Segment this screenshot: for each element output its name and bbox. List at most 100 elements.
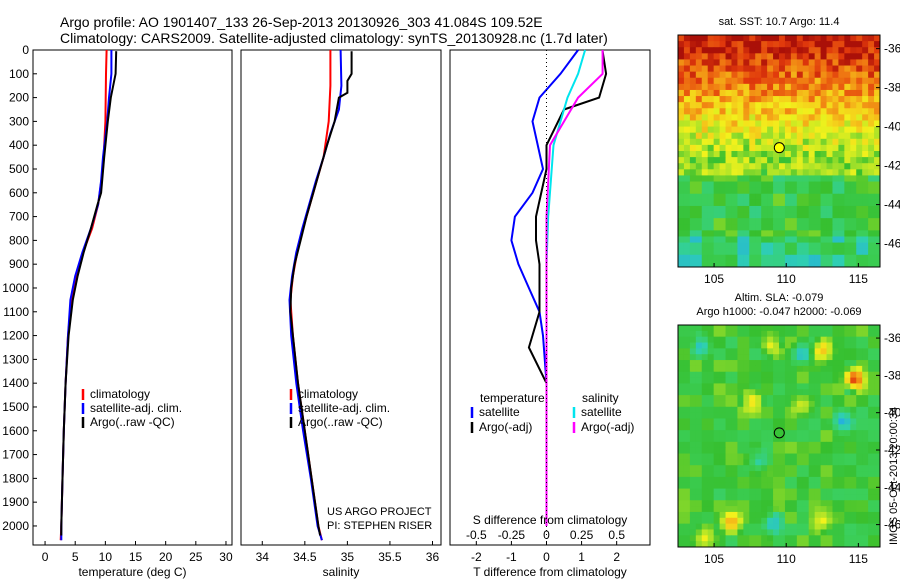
- sst-map-cell: [713, 120, 721, 128]
- sst-map-cell: [808, 224, 816, 231]
- sla-map-cell: [844, 453, 851, 460]
- sst-map-cell: [850, 126, 857, 134]
- sst-map-cell: [838, 151, 845, 158]
- sla-map-cell: [796, 412, 804, 419]
- sst-map-cell: [689, 199, 697, 207]
- sla-map-cell: [767, 371, 774, 379]
- sla-map-cell: [826, 494, 833, 501]
- sla-map-cell: [790, 365, 798, 373]
- sla-map-cell: [802, 371, 810, 379]
- sla-map-cell: [683, 535, 691, 542]
- sla-map-cell: [767, 360, 774, 367]
- sla-map-cell: [779, 430, 786, 437]
- sla-map-cell: [850, 424, 857, 431]
- sst-map-cell: [701, 114, 709, 121]
- sla-map-cell: [844, 465, 851, 472]
- sla-map-cell: [773, 342, 780, 349]
- sst-map-cell: [874, 120, 881, 128]
- sla-map-cell: [761, 424, 768, 431]
- sla-map-cell: [773, 506, 780, 513]
- sst-map-cell: [814, 151, 822, 158]
- sst-map-cell: [713, 199, 721, 207]
- sst-map-cell: [683, 126, 691, 134]
- sla-map-cell: [719, 535, 727, 542]
- sst-map-cell: [814, 254, 822, 262]
- sla-map-cell: [689, 465, 697, 472]
- sst-map-cell: [755, 96, 762, 103]
- sla-map-cell: [874, 430, 881, 437]
- sla-map-cell: [844, 348, 851, 355]
- sla-map-cell: [719, 348, 727, 355]
- sst-map-cell: [796, 53, 804, 60]
- sla-map-cell: [802, 400, 810, 408]
- sst-map-cell: [868, 108, 875, 115]
- sst-map-cell: [761, 41, 768, 48]
- sst-map-cell: [707, 254, 715, 262]
- sla-map-cell: [844, 500, 851, 507]
- sla-map-cell: [761, 389, 768, 396]
- sst-map-cell: [683, 41, 691, 48]
- sst-map-cell: [838, 96, 845, 103]
- sst-map-cell: [850, 181, 857, 189]
- sla-map-cell: [707, 330, 715, 338]
- sst-map-cell: [719, 163, 727, 170]
- sst-map-cell: [862, 71, 869, 79]
- sla-map-cell: [678, 325, 685, 332]
- sst-map-cell: [856, 47, 863, 54]
- sla-map-cell: [808, 523, 816, 530]
- sla-map-cell: [826, 354, 833, 361]
- sla-map-cell: [701, 342, 709, 349]
- sla-map-xtick-label: 110: [777, 552, 796, 566]
- sst-map-cell: [838, 41, 845, 48]
- sst-map-cell: [755, 242, 762, 250]
- sla-map-cell: [802, 529, 810, 536]
- sst-map-cell: [790, 77, 798, 85]
- sst-map-cell: [796, 205, 804, 213]
- sla-map-cell: [773, 541, 780, 548]
- difference-xtick-label: 2: [613, 550, 620, 564]
- sla-map-cell: [737, 500, 744, 507]
- sla-map-cell: [749, 441, 756, 449]
- sla-map-cell: [856, 412, 863, 419]
- sla-map-cell: [773, 354, 780, 361]
- sst-map-cell: [802, 199, 810, 207]
- sla-map-cell: [719, 418, 727, 425]
- sla-map-cell: [850, 529, 857, 536]
- sst-map-cell: [773, 169, 780, 176]
- sst-map-cell: [689, 59, 697, 67]
- sla-map-cell: [695, 348, 703, 355]
- sla-map-cell: [838, 476, 845, 484]
- sst-map-cell: [844, 224, 851, 231]
- sla-map-cell: [767, 447, 774, 455]
- sla-map-cell: [719, 371, 727, 379]
- sst-map-cell: [737, 96, 744, 103]
- sst-map-cell: [755, 83, 762, 91]
- sst-map-cell: [784, 120, 792, 128]
- sla-map-cell: [844, 418, 851, 425]
- sla-map-cell: [737, 325, 744, 332]
- sla-map-cell: [701, 482, 709, 490]
- sst-map-cell: [808, 77, 816, 85]
- sla-map-cell: [683, 383, 691, 390]
- sst-map-cell: [689, 102, 697, 109]
- sla-map-cell: [838, 447, 845, 455]
- sst-map-cell: [761, 205, 768, 213]
- sst-map-cell: [767, 175, 774, 183]
- sst-map-cell: [683, 59, 691, 67]
- sla-map-cell: [856, 494, 863, 501]
- sst-map-cell: [743, 83, 750, 91]
- sst-map-ytick-label: -36: [884, 42, 900, 56]
- sst-map-cell: [838, 163, 845, 170]
- sla-map-cell: [826, 535, 833, 542]
- sst-map-cell: [773, 77, 780, 85]
- sst-map-cell: [808, 83, 816, 91]
- sst-map-cell: [832, 187, 839, 195]
- sst-map-cell: [856, 187, 863, 195]
- sla-map-cell: [725, 360, 732, 367]
- sla-map-cell: [874, 535, 881, 542]
- sst-map-cell: [767, 138, 774, 146]
- sla-map-cell: [802, 459, 810, 466]
- sla-map-cell: [743, 535, 750, 542]
- sla-map-cell: [856, 418, 863, 425]
- sla-map-cell: [689, 494, 697, 501]
